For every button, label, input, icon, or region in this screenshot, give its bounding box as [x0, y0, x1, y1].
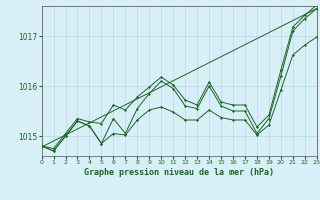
X-axis label: Graphe pression niveau de la mer (hPa): Graphe pression niveau de la mer (hPa)	[84, 168, 274, 177]
